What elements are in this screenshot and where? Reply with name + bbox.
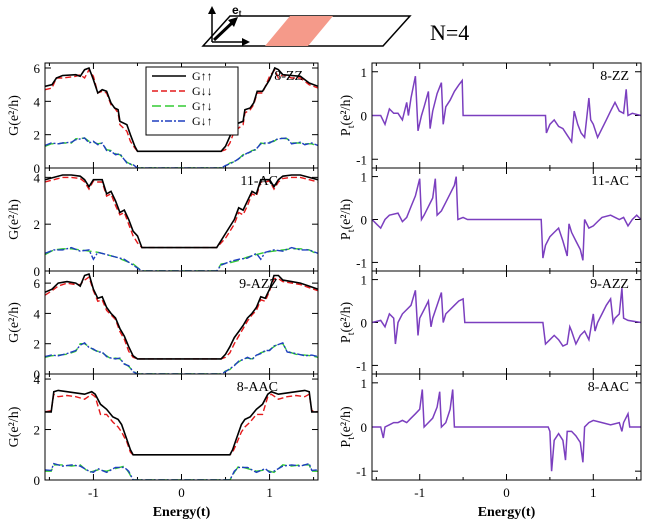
series-group xyxy=(372,389,641,472)
panel-label: 8-AAC xyxy=(237,380,278,395)
series-upup xyxy=(45,66,318,153)
polarization-line xyxy=(372,288,641,348)
panel-label: 8-ZZ xyxy=(600,69,629,84)
panel-frame xyxy=(44,373,319,481)
series-dndn xyxy=(45,393,318,456)
y-tick-label: 0 xyxy=(361,109,368,124)
series-group xyxy=(372,75,641,145)
y-axis-title: G(e²/h) xyxy=(7,302,22,343)
n-label: N=4 xyxy=(430,20,469,45)
legend: G↑↑G↓↓G↑↓G↓↑ xyxy=(145,66,239,136)
panel-label: 11-AC xyxy=(591,174,629,189)
y-tick-label: 0 xyxy=(34,473,41,488)
y-tick-label: 4 xyxy=(34,170,41,185)
y-tick-label: 0 xyxy=(361,213,368,228)
et-vector-label: et xyxy=(232,3,242,18)
series-upup xyxy=(45,174,318,249)
series-dnup xyxy=(45,246,318,271)
y-tick-label: 2 xyxy=(34,217,41,232)
panel-frame xyxy=(371,373,642,481)
ribbon-highlight xyxy=(265,16,333,46)
y-tick-label: 0 xyxy=(361,316,368,331)
legend-box xyxy=(145,66,239,136)
series-dnup xyxy=(45,462,318,480)
series-dnup xyxy=(45,342,318,374)
x-tick-label: 1 xyxy=(590,485,597,500)
et-vector-arrowhead xyxy=(228,17,238,27)
y-tick-label: -1 xyxy=(356,152,367,167)
y-axis-title: Pt(e²/h) xyxy=(339,406,357,448)
polarization-line xyxy=(372,389,641,472)
y-axis-title: G(e²/h) xyxy=(7,199,22,240)
y-tick-label: 1 xyxy=(361,170,368,185)
y-tick-label: 2 xyxy=(34,337,41,352)
polarization-line xyxy=(372,176,641,261)
header-schematic: et N=4 xyxy=(201,3,469,47)
legend-item-label: G↑↓ xyxy=(192,99,213,113)
cond-panel-8-AAC: 0 2 4 8-AAC G(e²/h) -1 0 1 Energy(t) xyxy=(7,372,319,520)
panel-label: 11-AC xyxy=(240,174,278,189)
series-group xyxy=(372,176,641,261)
legend-item-label: G↓↓ xyxy=(192,84,213,98)
y-tick-label: 0 xyxy=(34,367,41,382)
legend-item-label: G↑↑ xyxy=(192,69,213,83)
y-axis-title: Pt(e²/h) xyxy=(339,95,357,137)
y-tick-label: -1 xyxy=(356,464,367,479)
y-tick-label: 1 xyxy=(361,376,368,391)
y-axis-title: G(e²/h) xyxy=(7,95,22,136)
axis-arrowhead-right xyxy=(242,38,250,46)
series-dnup xyxy=(45,137,318,168)
series-group xyxy=(372,288,641,348)
y-tick-label: 4 xyxy=(34,372,41,387)
panel-label: 9-AZZ xyxy=(239,277,278,292)
y-tick-label: -1 xyxy=(356,255,367,270)
series-upup xyxy=(45,389,318,456)
y-axis-title: Pt(e²/h) xyxy=(339,302,357,344)
cond-panel-11-AC: 0 2 4 11-AC G(e²/h) xyxy=(7,167,319,279)
polarization-line xyxy=(372,75,641,145)
x-tick-label: -1 xyxy=(414,485,425,500)
series-group xyxy=(45,389,318,480)
y-tick-label: 1 xyxy=(361,65,368,80)
pol-panel-8-ZZ: -1 0 1 8-ZZ Pt(e²/h) xyxy=(339,62,642,169)
x-tick-label: 1 xyxy=(266,485,273,500)
x-tick-label: -1 xyxy=(88,485,99,500)
y-tick-label: 0 xyxy=(361,420,368,435)
panel-label: 8-AAC xyxy=(588,380,629,395)
y-tick-label: 0 xyxy=(34,264,41,279)
y-axis-title: G(e²/h) xyxy=(7,406,22,447)
pol-panel-11-AC: -1 0 1 11-AC Pt(e²/h) xyxy=(339,167,642,272)
panel-label: 8-ZZ xyxy=(274,69,303,84)
series-updn xyxy=(45,248,318,271)
et-vector-icon xyxy=(212,20,235,42)
y-tick-label: 6 xyxy=(34,61,41,76)
series-group xyxy=(45,174,318,271)
x-axis-title: Energy(t) xyxy=(153,505,211,520)
panel-label: 9-AZZ xyxy=(590,277,629,292)
y-tick-label: 4 xyxy=(34,306,41,321)
pol-panel-8-AAC: -1 0 1 8-AAC Pt(e²/h) -1 0 1 Energy(t) xyxy=(339,373,642,520)
x-axis-title: Energy(t) xyxy=(478,505,536,520)
legend-item-label: G↓↑ xyxy=(192,114,213,128)
y-tick-label: -1 xyxy=(356,358,367,373)
axis-arrowhead-up xyxy=(208,6,216,14)
x-tick-label: 0 xyxy=(503,485,510,500)
cond-panel-9-AZZ: 0 2 4 6 9-AZZ G(e²/h) xyxy=(7,270,319,382)
y-tick-label: 2 xyxy=(34,128,41,143)
y-tick-label: 6 xyxy=(34,276,41,291)
series-group xyxy=(45,272,318,374)
series-upup xyxy=(45,272,318,360)
y-axis-title: Pt(e²/h) xyxy=(339,199,357,241)
pol-panel-9-AZZ: -1 0 1 9-AZZ Pt(e²/h) xyxy=(339,270,642,375)
y-tick-label: 0 xyxy=(34,161,41,176)
panels: 0 2 4 6 8-ZZ G(e²/h) 0 2 4 11-AC G(e²/h) 0 2 4 6 9-AZZ G… xyxy=(7,61,642,520)
y-tick-label: 1 xyxy=(361,273,368,288)
x-tick-label: 0 xyxy=(178,485,185,500)
y-tick-label: 4 xyxy=(34,94,41,109)
y-tick-label: 2 xyxy=(34,423,41,438)
series-group xyxy=(45,66,318,168)
